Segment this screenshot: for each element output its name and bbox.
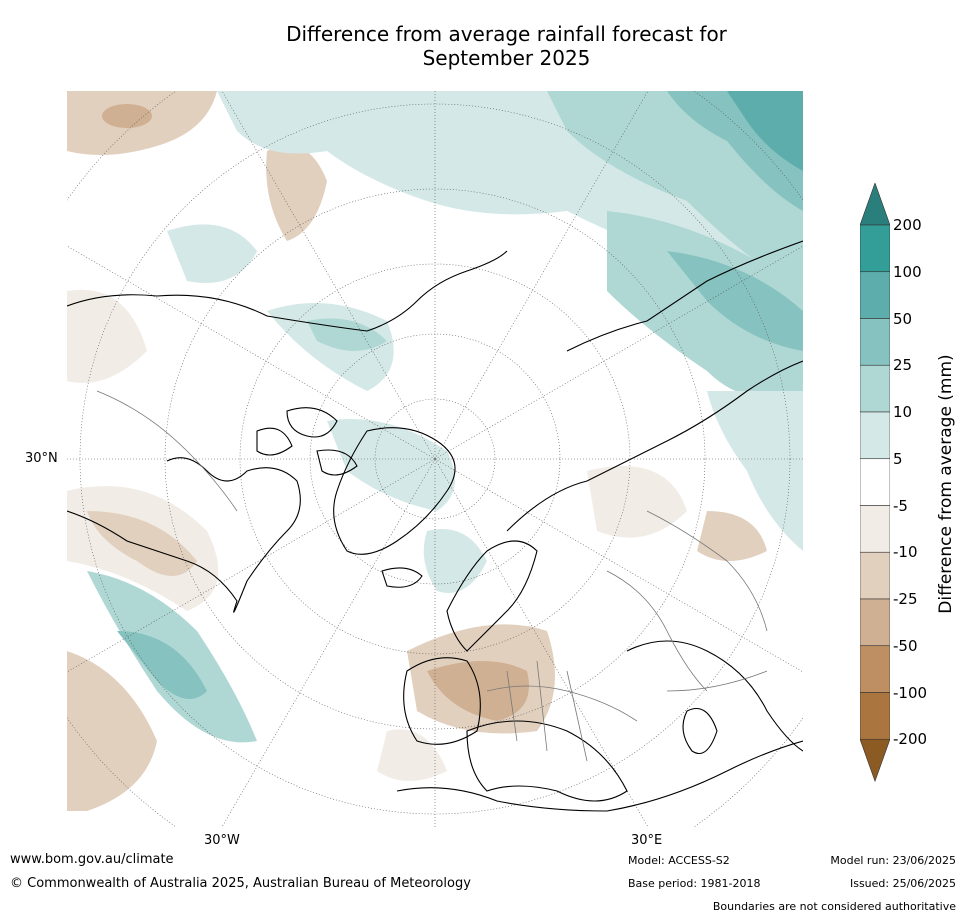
colorbar-segment [860,505,890,553]
map-title-line2: September 2025 [422,46,591,70]
colorbar-segment [860,598,890,647]
colorbar-segment [860,458,890,506]
colorbar-extend-top [860,183,890,226]
anomaly-shading [67,91,803,811]
colorbar-segment [860,271,890,319]
colorbar-tick-label: 25 [893,356,913,375]
colorbar-tick-label: 200 [893,216,922,234]
colorbar-segment [860,645,890,693]
colorbar-tick-label: -100 [893,683,928,702]
colorbar-tick-label: -25 [893,590,918,608]
colorbar-tick-label: 5 [893,449,903,468]
colorbar-extend-bottom [860,738,890,783]
footer-disclaimer: Boundaries are not considered authoritat… [712,900,956,913]
footer-model: Model: ACCESS-S2 [628,854,730,867]
colorbar-tick-label: -5 [893,496,908,515]
footer-base-period: Base period: 1981-2018 [628,877,761,890]
footer-copyright: © Commonwealth of Australia 2025, Austra… [10,876,471,891]
colorbar-tick-label: -200 [893,730,928,749]
country-borders [96,390,768,762]
colorbar-title: Difference from average (mm) [936,354,956,614]
footer-model-run: Model run: 23/06/2025 [830,854,956,867]
footer-issued: Issued: 25/06/2025 [849,877,956,890]
coastlines [67,240,803,812]
map-title: Difference from average rainfall forecas… [0,22,965,70]
colorbar-tick-label: -50 [893,636,918,655]
colorbar-segment [860,364,890,413]
colorbar-segment [860,224,890,273]
footer-url: www.bom.gov.au/climate [10,852,174,867]
colorbar-tick-label: -10 [893,543,918,562]
colorbar-segment [860,692,890,740]
colorbar-tick-label: 100 [893,262,922,281]
lon-label-30e: 30°E [631,833,663,848]
colorbar-tick-label: 50 [893,309,913,328]
colorbar-tick-label: 10 [893,403,913,421]
lat-label-30n: 30°N [25,451,58,466]
lon-label-30w: 30°W [204,833,240,848]
rainfall-anomaly-map [67,91,803,827]
colorbar-segment [860,551,890,600]
graticule [67,91,803,827]
colorbar [860,183,890,783]
colorbar-segment [860,318,890,366]
colorbar-segment [860,411,890,460]
map-canvas [67,91,803,827]
map-title-line1: Difference from average rainfall forecas… [286,22,727,46]
